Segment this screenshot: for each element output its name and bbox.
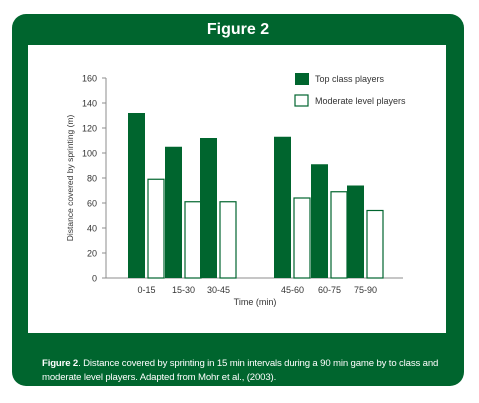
y-tick-label: 60: [87, 199, 97, 209]
figure-frame: Figure 2 Figure 2. Distance covered by s…: [12, 14, 464, 386]
chart-panel: [28, 45, 446, 333]
bar-top-class: [200, 138, 217, 278]
bar-moderate: [184, 201, 202, 279]
legend-swatch-moderate: [294, 94, 309, 107]
legend-swatch-top-class: [295, 73, 309, 85]
x-tick-label: 75-90: [354, 285, 377, 295]
legend: Top class players Moderate level players: [294, 73, 406, 107]
x-tick-label: 0-15: [137, 285, 155, 295]
bar-moderate: [147, 178, 165, 279]
figure-title: Figure 2: [206, 21, 270, 38]
y-axis-label: Distance covered by sprinting (m): [65, 115, 75, 242]
y-tick-label: 120: [82, 124, 97, 134]
caption-label: Figure 2: [42, 358, 79, 369]
x-tick-label: 30-45: [207, 285, 230, 295]
y-tick-label: 20: [87, 249, 97, 259]
x-tick-label: 60-75: [318, 285, 341, 295]
bar-top-class: [128, 113, 145, 278]
legend-label-top-class: Top class players: [315, 74, 385, 84]
bar-moderate: [293, 197, 311, 279]
bar-top-class: [347, 185, 364, 278]
y-tick-label: 160: [82, 74, 97, 84]
bar-moderate: [330, 191, 348, 279]
bar-moderate: [366, 209, 384, 279]
bar-top-class: [311, 164, 328, 278]
x-axis-label: Time (min): [234, 297, 277, 307]
y-tick-label: 40: [87, 224, 97, 234]
bar-top-class: [165, 146, 182, 278]
bars: [128, 113, 384, 279]
bar-moderate: [219, 201, 237, 279]
y-tick-label: 0: [92, 274, 97, 284]
x-tick-label: 15-30: [172, 285, 195, 295]
x-tick-label: 45-60: [281, 285, 304, 295]
figure-caption: Figure 2. Distance covered by sprinting …: [42, 357, 462, 385]
y-tick-label: 80: [87, 174, 97, 184]
legend-label-moderate: Moderate level players: [315, 96, 406, 106]
y-tick-label: 140: [82, 99, 97, 109]
y-tick-label: 100: [82, 149, 97, 159]
bar-top-class: [274, 136, 291, 278]
caption-text: . Distance covered by sprinting in 15 mi…: [42, 358, 439, 383]
